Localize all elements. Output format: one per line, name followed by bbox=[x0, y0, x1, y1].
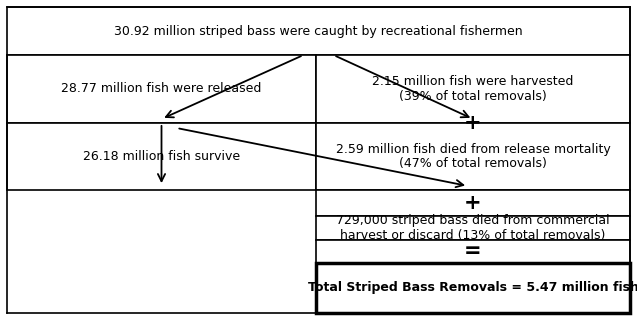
Text: +: + bbox=[464, 193, 482, 213]
Bar bbox=[7, 55, 316, 123]
Bar bbox=[316, 123, 630, 190]
Text: 2.59 million fish died from release mortality
(47% of total removals): 2.59 million fish died from release mort… bbox=[336, 142, 610, 171]
Bar bbox=[316, 55, 630, 123]
Bar bbox=[7, 123, 316, 190]
Bar bbox=[316, 216, 630, 240]
Text: 30.92 million striped bass were caught by recreational fishermen: 30.92 million striped bass were caught b… bbox=[114, 25, 523, 37]
Bar bbox=[316, 263, 630, 313]
Text: =: = bbox=[464, 242, 482, 261]
Text: 28.77 million fish were released: 28.77 million fish were released bbox=[61, 83, 262, 95]
Bar bbox=[316, 190, 630, 216]
Text: 2.15 million fish were harvested
(39% of total removals): 2.15 million fish were harvested (39% of… bbox=[372, 75, 574, 103]
Text: 729,000 striped bass died from commercial
harvest or discard (13% of total remov: 729,000 striped bass died from commercia… bbox=[336, 214, 610, 242]
Text: Total Striped Bass Removals = 5.47 million fish: Total Striped Bass Removals = 5.47 milli… bbox=[308, 282, 637, 294]
Text: +: + bbox=[464, 113, 482, 133]
Bar bbox=[316, 240, 630, 263]
Text: 26.18 million fish survive: 26.18 million fish survive bbox=[83, 150, 240, 163]
Bar bbox=[7, 7, 630, 55]
